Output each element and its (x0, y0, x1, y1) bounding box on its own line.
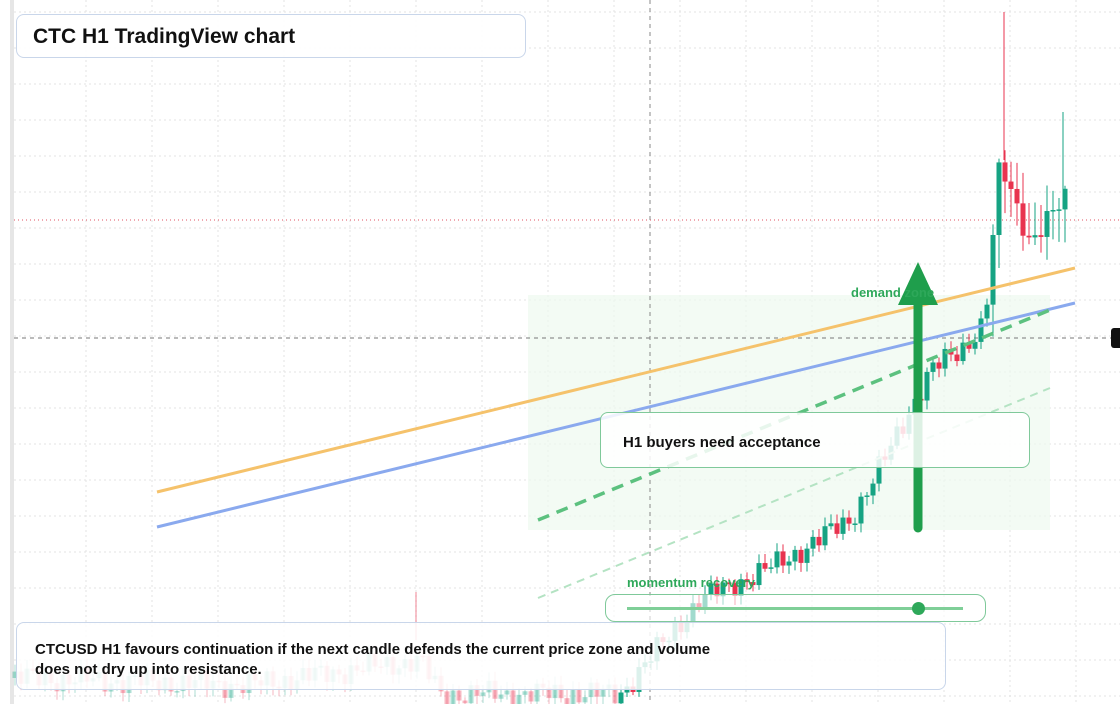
candle-body (792, 549, 798, 562)
candle-body (1008, 181, 1014, 189)
price-marker (1111, 328, 1120, 348)
candle-body (720, 582, 726, 597)
candle-body (804, 548, 810, 563)
candle-body (462, 700, 468, 704)
candle-body (858, 496, 864, 524)
candle-body (990, 234, 996, 305)
candle-body (558, 684, 564, 699)
candle-body (1056, 209, 1062, 211)
candle-body (1062, 188, 1068, 210)
candle-body (528, 691, 534, 702)
slider-knob[interactable] (912, 602, 925, 615)
candle-body (1050, 210, 1056, 212)
candle-body (228, 683, 234, 698)
zone-label: demand zone (851, 285, 935, 300)
arrow-head (898, 262, 938, 305)
candle-body (786, 561, 792, 566)
candle-body (960, 342, 966, 362)
candle-body (846, 517, 852, 524)
candle-body (456, 690, 462, 701)
title: CTC H1 TradingView chart (33, 25, 296, 48)
candle-body (984, 304, 990, 319)
candle-body (822, 526, 828, 546)
footer-box: CTCUSD H1 favours continuation if the ne… (16, 622, 946, 690)
candle-body (810, 536, 816, 549)
candle-body (612, 684, 618, 704)
callout-text: H1 buyers need acceptance (623, 434, 821, 451)
candle-body (480, 692, 486, 696)
candle-body (576, 689, 582, 703)
candle-body (600, 688, 606, 697)
candle-body (816, 536, 822, 546)
slider[interactable] (605, 594, 986, 622)
candle-body (1032, 235, 1038, 238)
slider-track (627, 607, 963, 610)
candle-body (522, 691, 528, 695)
candle-body (1038, 235, 1044, 237)
candle-body (942, 348, 948, 369)
candle-body (774, 551, 780, 568)
candle-body (840, 517, 846, 534)
candle-body (828, 523, 834, 527)
candle-body (870, 483, 876, 496)
title-box: CTC H1 TradingView chart (16, 14, 526, 58)
candle-body (798, 549, 804, 563)
candle-body (708, 583, 714, 595)
candle-body (876, 456, 882, 484)
candle-body (780, 551, 786, 566)
candle-body (546, 687, 552, 699)
candle-body (864, 495, 870, 497)
candle-body (762, 563, 768, 569)
slider-label: momentum recovery (627, 575, 755, 590)
candle-body (714, 583, 720, 597)
candle-body (174, 691, 180, 693)
footer-note: CTCUSD H1 favours continuation if the ne… (35, 641, 711, 678)
candle-body (972, 341, 978, 349)
candle-body (564, 698, 570, 704)
candle-body (750, 582, 756, 586)
candle-body (450, 690, 456, 704)
candle-body (504, 690, 510, 695)
candle-body (978, 318, 984, 342)
candle-body (1026, 235, 1032, 238)
candle-body (1002, 162, 1008, 182)
candle-body (966, 342, 972, 349)
candle-body (582, 697, 588, 703)
candle-body (534, 683, 540, 702)
candle-body (468, 685, 474, 704)
callout-box: H1 buyers need acceptance (600, 412, 1030, 468)
candle-body (996, 162, 1002, 235)
candle-body (498, 694, 504, 699)
candle-body (1020, 203, 1026, 236)
candle-body (570, 689, 576, 704)
left-edge (10, 0, 14, 704)
candle-body (744, 579, 750, 583)
candle-body (510, 690, 516, 704)
candle-body (738, 579, 744, 596)
candle-body (12, 671, 18, 678)
candle-body (474, 685, 480, 696)
candle-body (954, 354, 960, 362)
candle-body (930, 362, 936, 372)
channel-line (537, 308, 1051, 522)
candle-body (768, 567, 774, 569)
candle-body (936, 362, 942, 369)
candle-body (1014, 188, 1020, 204)
candle-body (444, 691, 450, 704)
candle-body (618, 692, 624, 704)
candle-body (924, 371, 930, 401)
candle-body (852, 523, 858, 525)
candle-body (516, 694, 522, 704)
candle-body (1044, 211, 1050, 237)
candle-body (756, 563, 762, 586)
candle-body (732, 583, 738, 596)
candle-body (726, 582, 732, 585)
candle-body (834, 523, 840, 534)
candle-body (552, 684, 558, 699)
